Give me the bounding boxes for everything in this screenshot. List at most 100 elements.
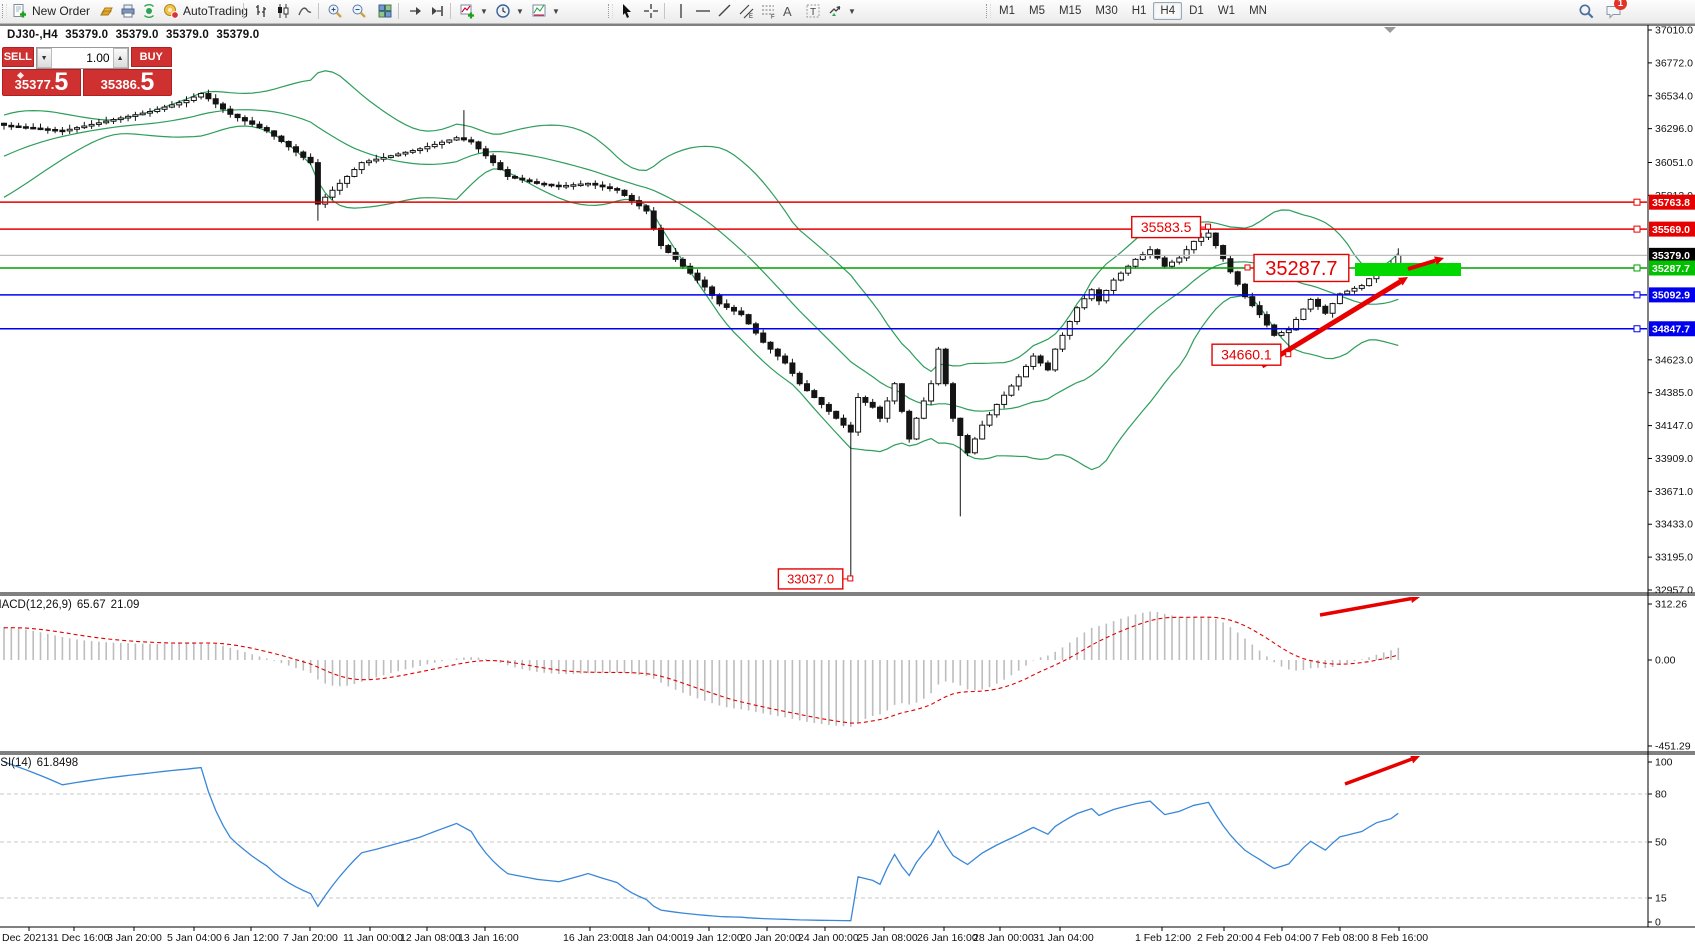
chat-button[interactable]: 1 xyxy=(1602,0,1627,21)
timeframe-w1[interactable]: W1 xyxy=(1217,5,1236,17)
volume-decrease-button[interactable]: ▼ xyxy=(36,48,52,68)
volume-increase-button[interactable]: ▲ xyxy=(112,48,128,68)
candle-body xyxy=(913,417,920,440)
level-line-handle[interactable] xyxy=(1633,325,1641,333)
candle-body xyxy=(1242,283,1248,298)
fibonacci-tool[interactable]: F xyxy=(758,1,780,21)
candle-body xyxy=(964,435,971,454)
timeframe-m5[interactable]: M5 xyxy=(1028,5,1045,17)
level-line-handle[interactable] xyxy=(1633,291,1641,299)
rsi-tick-label: 100 xyxy=(1655,757,1673,769)
breakout-arrow[interactable] xyxy=(1407,258,1436,271)
timeframe-h4[interactable]: H4 xyxy=(1153,2,1183,20)
annotation-anchor[interactable] xyxy=(1285,351,1292,358)
buy-button[interactable]: BUY xyxy=(130,47,172,67)
text-label-tool[interactable]: T xyxy=(802,1,824,21)
candle-body xyxy=(424,146,431,150)
price-label-annotation[interactable]: 34660.1 xyxy=(1211,343,1292,366)
horizontal-line-tool[interactable] xyxy=(692,1,714,21)
buy-price-panel[interactable]: 35386. 5 xyxy=(83,69,172,96)
annotation-anchor[interactable] xyxy=(1205,223,1211,230)
autotrading-button[interactable]: AutoTrading xyxy=(160,1,251,21)
price-label-annotation[interactable]: 35583.5 xyxy=(1131,215,1211,239)
candle-body xyxy=(241,117,248,122)
new-order-button[interactable]: New Order xyxy=(9,1,93,21)
price-tick-label: 36534.0 xyxy=(1655,90,1693,102)
candle-body xyxy=(446,139,453,143)
data-window-button[interactable] xyxy=(117,1,139,21)
macd-arrow[interactable] xyxy=(1319,597,1412,617)
candle-body xyxy=(220,103,226,110)
candle-body xyxy=(818,397,825,405)
equidistant-channel-tool[interactable]: E xyxy=(736,1,758,21)
time-axis[interactable]: Dec 2021 31 Dec 16:003 Jan 20:00 5 Jan 04:… xyxy=(2,927,1428,944)
rsi-arrow[interactable] xyxy=(1344,757,1413,786)
annotation-anchor[interactable] xyxy=(847,575,854,582)
time-label: 2 Feb 20:00 xyxy=(1197,932,1253,944)
arrows-tool-dropdown[interactable]: ▼ xyxy=(824,1,859,21)
time-label: 6 Jan 12:00 xyxy=(224,932,279,944)
templates-dropdown[interactable]: ▼ xyxy=(528,1,563,21)
symbol-name: DJ30-,H4 xyxy=(7,29,58,41)
timeframe-m1[interactable]: M1 xyxy=(999,5,1015,17)
price-label-annotation[interactable]: 35287.7 xyxy=(1244,253,1350,283)
indicators-dropdown[interactable]: ▼ xyxy=(456,1,491,21)
candle-body xyxy=(88,123,95,127)
candle-body xyxy=(205,93,212,100)
cursor-tool-button[interactable] xyxy=(616,1,638,21)
rsi-pane[interactable] xyxy=(0,755,1648,922)
price-badge-text: 35379.0 xyxy=(1652,250,1690,262)
candle-body xyxy=(643,205,650,212)
timeframe-h1[interactable]: H1 xyxy=(1131,5,1147,17)
price-label-annotation[interactable]: 33037.0 xyxy=(777,568,854,590)
level-line-handle[interactable] xyxy=(1633,225,1641,233)
green-support-zone[interactable] xyxy=(1355,263,1461,276)
level-line-handle[interactable] xyxy=(1633,264,1641,272)
macd-pane[interactable] xyxy=(3,594,1420,727)
time-label: 7 Feb 08:00 xyxy=(1313,932,1369,944)
signals-button[interactable] xyxy=(138,1,160,21)
level-line-handle[interactable] xyxy=(1633,198,1641,206)
chart-shift-icon xyxy=(432,6,443,16)
tile-windows-button[interactable] xyxy=(374,1,396,21)
trendline-tool[interactable] xyxy=(714,1,736,21)
candle-body xyxy=(745,314,752,325)
zoom-out-button[interactable] xyxy=(348,1,370,21)
candlestick-mode-button[interactable] xyxy=(272,1,294,21)
market-depth-button[interactable] xyxy=(96,1,118,21)
main-chart-pane[interactable]: 35583.5 35287.7 34660.1 33037.0 xyxy=(0,70,1648,590)
crosshair-tool-button[interactable] xyxy=(640,1,662,21)
auto-scroll-button[interactable] xyxy=(404,1,426,21)
trend-arrow[interactable] xyxy=(1260,279,1402,369)
sell-price-panel[interactable]: 35377. 5 xyxy=(2,69,81,96)
timeframe-d1[interactable]: D1 xyxy=(1189,5,1204,17)
sell-button[interactable]: SELL xyxy=(2,47,34,67)
time-label: 7 Jan 20:00 xyxy=(283,932,338,944)
bar-chart-mode-button[interactable] xyxy=(250,1,272,21)
timeframe-m15[interactable]: M15 xyxy=(1058,5,1082,17)
auto-scroll-icon xyxy=(410,7,421,15)
volume-input[interactable] xyxy=(51,48,113,68)
zoom-in-button[interactable] xyxy=(324,1,346,21)
search-button[interactable] xyxy=(1575,1,1598,21)
candle-body xyxy=(1300,308,1307,320)
timeframe-mn[interactable]: MN xyxy=(1249,5,1267,17)
timeframe-group: M1 M5 M15 M30 H1 H4 D1 W1 MN xyxy=(992,1,1274,21)
annotation-anchor[interactable] xyxy=(1244,264,1251,271)
vertical-line-tool[interactable] xyxy=(670,1,692,21)
candle-body xyxy=(577,183,584,187)
line-chart-mode-button[interactable] xyxy=(294,1,316,21)
macd-indicator-label: MACD(12,26,9) 65.67 21.09 xyxy=(0,599,139,611)
signal-icon xyxy=(144,4,154,18)
candle-body xyxy=(1212,232,1219,247)
candle-body xyxy=(125,115,132,119)
timeframe-m30[interactable]: M30 xyxy=(1095,5,1118,17)
periods-dropdown[interactable]: ▼ xyxy=(492,1,527,21)
chart-shift-button[interactable] xyxy=(426,1,448,21)
candle-body xyxy=(658,227,664,247)
text-tool[interactable]: A xyxy=(780,1,795,21)
price-axis[interactable]: 37010.036772.036534.036296.036051.035813… xyxy=(1648,25,1695,929)
candle-body xyxy=(490,155,497,164)
